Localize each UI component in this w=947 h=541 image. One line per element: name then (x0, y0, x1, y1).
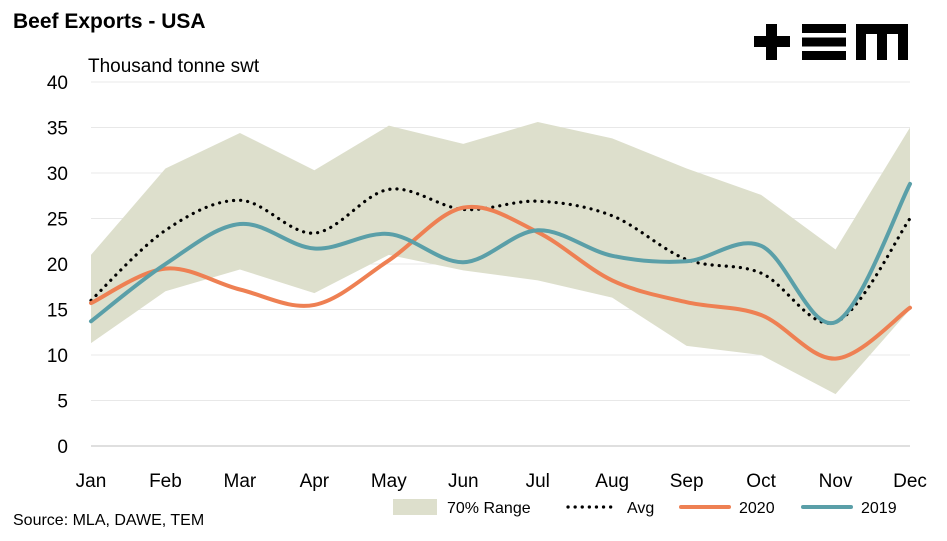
series-2020-line (89, 204, 912, 361)
chart-title: Beef Exports - USA (13, 10, 206, 33)
legend: 70% Range Avg 2020 2019 (393, 499, 897, 517)
x-tick-label: Nov (819, 471, 853, 492)
legend-series-2020-label: 2020 (739, 500, 775, 517)
x-tick-label: Mar (224, 471, 257, 492)
avg-line (89, 187, 912, 325)
y-tick-label: 30 (47, 164, 68, 185)
x-tick-label: Sep (670, 471, 704, 492)
series-2019-line (89, 181, 912, 326)
x-tick-label: Jun (448, 471, 479, 492)
y-tick-label: 40 (47, 73, 68, 94)
y-tick-label: 10 (47, 346, 68, 367)
y-tick-label: 20 (47, 255, 68, 276)
y-tick-label: 35 (47, 119, 68, 140)
y-tick-label: 5 (57, 392, 68, 413)
y-axis-unit-label: Thousand tonne swt (88, 56, 260, 77)
x-tick-label: Oct (746, 471, 776, 492)
y-tick-label: 0 (57, 437, 68, 458)
x-tick-label: Jul (526, 471, 550, 492)
legend-series-2019-label: 2019 (861, 500, 897, 517)
legend-range-label: 70% Range (447, 500, 531, 517)
x-tick-label: Dec (893, 471, 927, 492)
x-tick-label: Aug (595, 471, 629, 492)
x-tick-label: Jan (76, 471, 107, 492)
x-tick-label: May (371, 471, 407, 492)
legend-range-swatch (393, 499, 437, 515)
range-band (91, 122, 910, 395)
x-tick-label: Feb (149, 471, 182, 492)
x-tick-label: Apr (300, 471, 330, 492)
tem-logo (754, 24, 908, 60)
y-tick-label: 25 (47, 210, 68, 231)
legend-avg-label: Avg (627, 500, 654, 517)
source-note: Source: MLA, DAWE, TEM (13, 512, 205, 529)
y-tick-label: 15 (47, 301, 68, 322)
